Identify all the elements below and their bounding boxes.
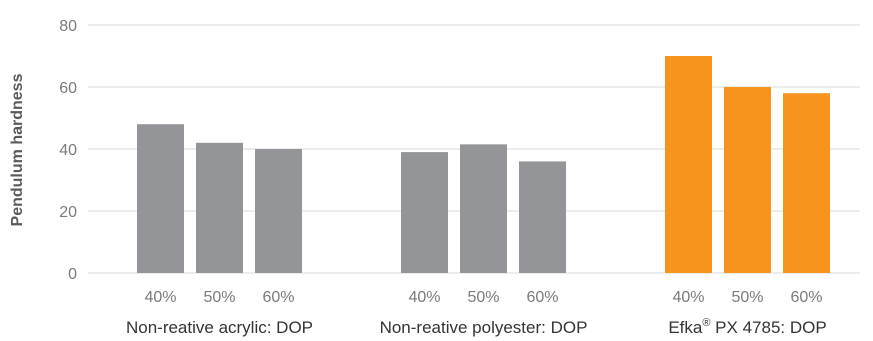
group-label-1: Non-reative acrylic: DOP bbox=[126, 318, 313, 337]
percentage-label-group2-60pct: 60% bbox=[526, 289, 558, 306]
bar-group3-50pct bbox=[724, 87, 771, 273]
percentage-label-group2-40pct: 40% bbox=[408, 289, 440, 306]
bar-group2-60pct bbox=[519, 161, 566, 273]
y-tick-label-40: 40 bbox=[59, 142, 77, 159]
bar-group2-40pct bbox=[401, 152, 448, 273]
bar-group1-50pct bbox=[196, 142, 243, 273]
group-labels: Non-reative acrylic: DOP Non-reative poly… bbox=[126, 317, 827, 337]
y-tick-label-20: 20 bbox=[59, 204, 77, 221]
percentage-labels: 40% 50% 60% 40% 50% 60% 40% 50% 60% bbox=[144, 289, 822, 306]
percentage-label-group3-60pct: 60% bbox=[790, 289, 822, 306]
bar-group3-40pct bbox=[665, 56, 712, 273]
y-tick-label-80: 80 bbox=[59, 18, 77, 35]
bar-group3-60pct bbox=[783, 93, 830, 273]
bar-group1-40pct bbox=[137, 124, 184, 273]
percentage-label-group1-50pct: 50% bbox=[203, 289, 235, 306]
group-label-3: Efka® PX 4785: DOP bbox=[668, 317, 826, 337]
percentage-label-group3-40pct: 40% bbox=[672, 289, 704, 306]
bar-group1-60pct bbox=[255, 149, 302, 273]
percentage-label-group2-50pct: 50% bbox=[467, 289, 499, 306]
y-tick-label-0: 0 bbox=[68, 266, 77, 283]
group-label-2: Non-reative polyester: DOP bbox=[380, 318, 588, 337]
percentage-label-group1-40pct: 40% bbox=[144, 289, 176, 306]
y-tick-labels: 0 20 40 60 80 bbox=[59, 18, 77, 283]
percentage-label-group1-60pct: 60% bbox=[262, 289, 294, 306]
percentage-label-group3-50pct: 50% bbox=[731, 289, 763, 306]
y-tick-label-60: 60 bbox=[59, 80, 77, 97]
bars bbox=[137, 56, 830, 273]
y-axis-label: Pendulum hardness bbox=[9, 73, 26, 226]
bar-group2-50pct bbox=[460, 144, 507, 273]
